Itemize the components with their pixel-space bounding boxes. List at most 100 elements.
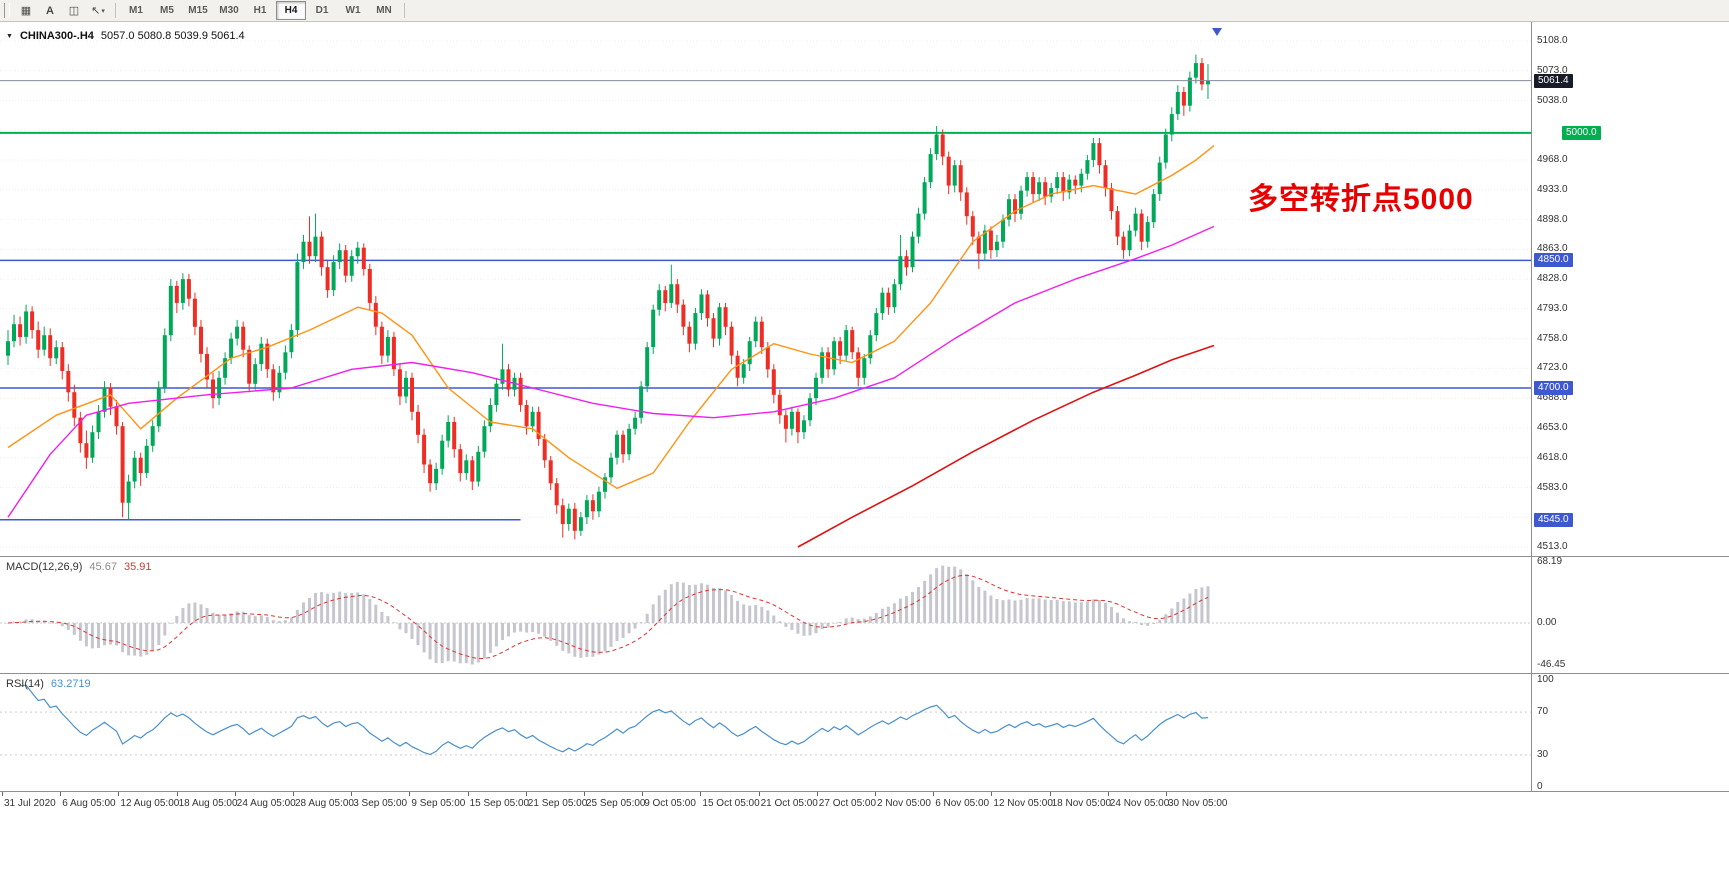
date-label: 28 Aug 05:00 bbox=[295, 798, 354, 809]
rsi-scale-label: 0 bbox=[1537, 781, 1543, 792]
tf-button-H4[interactable]: H4 bbox=[276, 1, 306, 20]
candle-body bbox=[994, 241, 999, 251]
toolbar-grip[interactable] bbox=[4, 3, 10, 18]
candle-body bbox=[723, 307, 728, 327]
candle-body bbox=[66, 371, 71, 393]
candle-body bbox=[78, 417, 83, 444]
candle-body bbox=[120, 426, 125, 503]
tf-button-M5[interactable]: M5 bbox=[160, 5, 174, 16]
date-label: 31 Jul 2020 bbox=[4, 798, 56, 809]
candle-body bbox=[500, 369, 505, 384]
panel-separator[interactable] bbox=[0, 673, 1729, 674]
tf-button-MN[interactable]: MN bbox=[376, 5, 392, 16]
tool-group: ▦ A ◫ ↖ ▾ bbox=[14, 1, 110, 21]
candle-body bbox=[186, 279, 191, 299]
toolbar-separator bbox=[115, 3, 116, 18]
date-label: 9 Sep 05:00 bbox=[411, 798, 466, 809]
price-tick: 4933.0 bbox=[1537, 183, 1568, 195]
text-tool-icon[interactable]: A bbox=[46, 4, 54, 17]
candle-body bbox=[735, 355, 740, 378]
grid-layer bbox=[0, 40, 1531, 548]
candle-body bbox=[1073, 179, 1078, 186]
price-tick: 4618.0 bbox=[1537, 451, 1568, 463]
date-tick bbox=[234, 792, 236, 796]
date-tick bbox=[875, 792, 876, 796]
candle-body bbox=[138, 457, 143, 473]
current-price-badge: 5061.4 bbox=[1534, 73, 1573, 88]
date-label: 18 Aug 05:00 bbox=[178, 798, 238, 809]
main-chart[interactable]: ▼ CHINA300-.H4 5057.0 5080.8 5039.9 5061… bbox=[0, 22, 1531, 555]
date-label: 9 Oct 05:00 bbox=[644, 798, 696, 809]
rsi-chart bbox=[0, 684, 1531, 756]
cursor-tool-icon[interactable]: ↖ ▾ bbox=[91, 5, 105, 17]
candlestick-chart[interactable] bbox=[0, 22, 1531, 555]
tf-button-H1[interactable]: H1 bbox=[253, 5, 267, 16]
candle-body bbox=[259, 343, 264, 365]
candle-body bbox=[777, 394, 782, 416]
macd-panel[interactable]: MACD(12,26,9) 45.67 35.91 bbox=[0, 558, 1531, 672]
candle-body bbox=[681, 304, 686, 327]
rsi-panel[interactable]: RSI(14) 63.2719 bbox=[0, 675, 1531, 791]
candle-body bbox=[838, 341, 843, 356]
candle-body bbox=[1013, 199, 1017, 214]
date-axis[interactable]: 31 Jul 2020 6 Aug 05:00 12 Aug 05:00 18 Aug… bbox=[0, 791, 1729, 814]
candle-body bbox=[868, 335, 873, 359]
macd-chart bbox=[0, 565, 1531, 665]
candle-body bbox=[572, 508, 577, 531]
panel-separator[interactable] bbox=[0, 556, 1729, 557]
candle-body bbox=[301, 241, 306, 263]
candle-body bbox=[753, 321, 758, 342]
candle-body bbox=[1055, 177, 1060, 189]
grid-icon[interactable]: ▦ bbox=[20, 5, 32, 17]
chart-symbol-period: CHINA300-.H4 bbox=[19, 30, 94, 42]
candle-body bbox=[410, 377, 414, 412]
arrow-down-marker[interactable] bbox=[1212, 28, 1222, 36]
candle-body bbox=[458, 449, 463, 473]
date-tick bbox=[467, 792, 469, 796]
candle-body bbox=[223, 358, 228, 378]
date-label: 21 Oct 05:00 bbox=[760, 798, 818, 809]
candle-body bbox=[132, 457, 137, 482]
candle-body bbox=[596, 491, 601, 512]
candle-body bbox=[554, 483, 559, 506]
date-label: 6 Aug 05:00 bbox=[62, 798, 116, 809]
candle-body bbox=[1163, 134, 1168, 163]
candle-body bbox=[916, 213, 921, 237]
candle-body bbox=[295, 262, 300, 331]
candle-body bbox=[36, 330, 41, 350]
ma-line-red bbox=[797, 344, 1215, 548]
candle-body bbox=[759, 321, 764, 348]
price-tick: 5108.0 bbox=[1537, 35, 1568, 46]
candle-body bbox=[488, 405, 493, 427]
candle-body bbox=[850, 330, 855, 353]
candle-body bbox=[331, 262, 336, 291]
candle-body bbox=[530, 411, 535, 427]
tf-button-W1[interactable]: W1 bbox=[345, 5, 361, 16]
chart-dropdown-icon[interactable]: ▼ bbox=[6, 32, 13, 40]
price-tick: 5038.0 bbox=[1537, 94, 1568, 106]
date-label: 15 Oct 05:00 bbox=[702, 798, 760, 809]
candle-body bbox=[156, 388, 161, 427]
tf-button-M30[interactable]: M30 bbox=[219, 5, 239, 16]
candle-body bbox=[1031, 177, 1036, 195]
candle-body bbox=[603, 477, 607, 492]
price-badge-5000.0: 5000.0 bbox=[1562, 125, 1601, 140]
candle-body bbox=[578, 517, 583, 531]
frame-tool-icon[interactable]: ◫ bbox=[68, 5, 80, 17]
candle-body bbox=[675, 284, 680, 305]
price-scale[interactable]: 5108.0 5073.0 5038.0 4968.0 4933.0 4898.0 4863… bbox=[1531, 22, 1729, 792]
candle-body bbox=[609, 457, 613, 478]
candle-body bbox=[814, 377, 818, 399]
candle-body bbox=[48, 335, 53, 359]
candle-body bbox=[639, 386, 644, 418]
candle-body bbox=[826, 352, 831, 370]
timeframe-group: M1 M5 M15 M30 H1 H4 D1 W1 MN bbox=[121, 1, 399, 20]
tf-button-D1[interactable]: D1 bbox=[315, 5, 329, 16]
date-tick bbox=[700, 792, 702, 796]
candle-body bbox=[265, 343, 270, 370]
tf-button-M15[interactable]: M15 bbox=[188, 5, 208, 16]
candle-body bbox=[1181, 92, 1186, 106]
candle-body bbox=[277, 372, 282, 393]
candle-body bbox=[741, 364, 746, 378]
tf-button-M1[interactable]: M1 bbox=[129, 5, 143, 16]
